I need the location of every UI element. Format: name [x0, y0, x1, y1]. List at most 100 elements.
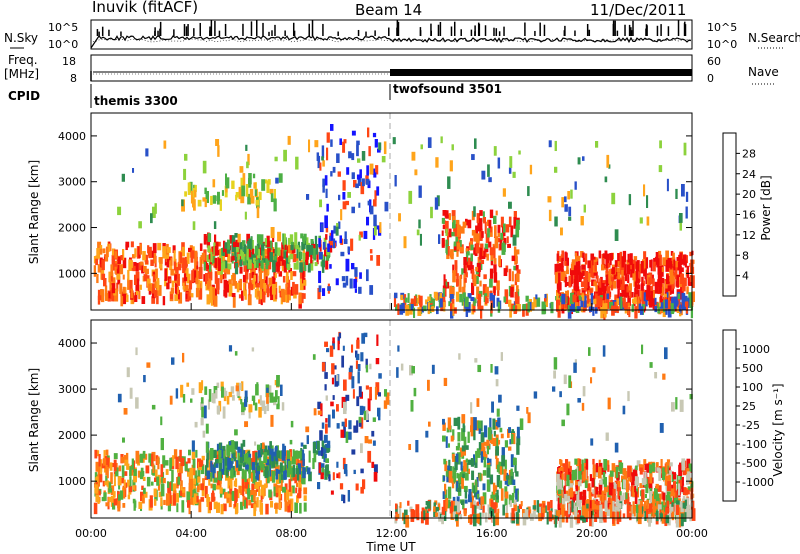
velocity-cell: [592, 504, 597, 510]
power-cell: [227, 239, 231, 250]
velocity-cell: [634, 486, 637, 493]
velocity-cell: [123, 487, 126, 499]
velocity-cell: [269, 441, 272, 449]
power-cell: [139, 244, 142, 255]
power-cell: [351, 153, 355, 161]
power-cell: [373, 199, 377, 207]
velocity-cell: [659, 513, 663, 519]
velocity-cell: [226, 497, 230, 503]
velocity-cell: [486, 445, 489, 455]
power-cell: [307, 263, 311, 273]
power-cell: [190, 190, 195, 204]
power-cell: [310, 253, 313, 264]
power-cell: [186, 291, 190, 301]
velocity-cell: [260, 443, 264, 455]
velocity-cell: [298, 480, 302, 491]
power-cell: [570, 292, 574, 304]
power-cell: [401, 302, 405, 314]
velocity-cell: [652, 500, 656, 513]
velocity-cell: [189, 467, 194, 479]
power-cell: [477, 268, 481, 278]
velocity-cell: [193, 493, 198, 504]
velocity-colorbar-label: Velocity [m s⁻¹]: [771, 383, 785, 476]
velocity-cell: [662, 492, 666, 501]
power-cell: [627, 253, 630, 263]
power-cell: [653, 258, 657, 263]
power-cell: [536, 297, 541, 307]
velocity-cell: [496, 464, 499, 473]
power-cell: [635, 278, 640, 284]
velocity-cell: [279, 462, 283, 473]
power-cell: [164, 268, 168, 282]
power-cell: [270, 193, 274, 203]
power-cell: [206, 294, 211, 305]
velocity-cell: [171, 357, 175, 365]
velocity-cell: [101, 463, 106, 469]
velocity-cell: [502, 504, 506, 516]
velocity-cell: [94, 449, 98, 459]
power-cell: [522, 304, 527, 311]
power-cell: [309, 244, 314, 255]
velocity-cell: [459, 514, 463, 520]
velocity-cell: [605, 460, 610, 466]
velocity-cell: [633, 510, 636, 517]
velocity-cell: [427, 379, 430, 391]
velocity-cell: [488, 458, 492, 467]
power-cell: [117, 256, 122, 264]
velocity-cell: [263, 406, 267, 415]
velocity-cell: [504, 491, 509, 499]
velocity-cell: [514, 461, 517, 473]
velocity-cell: [625, 492, 628, 500]
power-cell: [214, 257, 218, 269]
velocity-cell: [149, 495, 153, 508]
velocity-cell: [320, 403, 323, 417]
velocity-cell: [220, 381, 224, 392]
power-cell: [448, 228, 452, 238]
power-cell: [470, 258, 473, 267]
power-cell: [321, 145, 325, 158]
freq-panel: 18 8 60 0 Freq. [MHz] Nave: [4, 53, 779, 85]
power-cell: [170, 268, 174, 276]
power-cell: [621, 256, 624, 268]
velocity-cell: [649, 362, 653, 368]
velocity-cell: [151, 453, 154, 467]
velocity-cell: [325, 423, 328, 434]
power-cell: [318, 238, 321, 248]
velocity-cell: [483, 425, 488, 438]
velocity-cell: [470, 495, 475, 509]
power-cell: [259, 289, 263, 300]
power-cell: [267, 248, 271, 262]
power-cell: [111, 248, 116, 256]
power-cell: [135, 278, 140, 292]
velocity-cell: [592, 458, 595, 465]
power-cell: [330, 171, 333, 177]
velocity-cell: [283, 471, 287, 480]
date-title: 11/Dec/2011: [590, 1, 686, 19]
power-cell: [141, 267, 145, 274]
power-cell: [685, 206, 688, 219]
velocity-cell: [626, 479, 629, 493]
velocity-cell: [659, 423, 664, 433]
velocity-cell: [347, 431, 352, 440]
power-cell: [582, 156, 585, 161]
power-cell: [238, 294, 242, 299]
power-cell: [446, 242, 450, 255]
velocity-cell: [563, 485, 566, 499]
power-cell: [650, 259, 653, 272]
velocity-cell: [191, 488, 196, 498]
velocity-cell: [626, 505, 630, 518]
power-cell: [368, 146, 371, 157]
power-cell: [119, 264, 124, 275]
power-cell: [303, 237, 306, 244]
velocity-cell: [290, 467, 294, 478]
velocity-cell: [404, 509, 408, 520]
velocity-cell: [490, 364, 493, 373]
velocity-cell: [232, 465, 235, 476]
power-cell: [108, 243, 111, 252]
freq-marks: [90, 69, 692, 81]
velocity-cell: [340, 429, 345, 438]
power-cell: [248, 248, 252, 258]
velocity-cell: [658, 468, 662, 481]
power-cell: [616, 261, 620, 267]
power-cell: [110, 285, 114, 291]
